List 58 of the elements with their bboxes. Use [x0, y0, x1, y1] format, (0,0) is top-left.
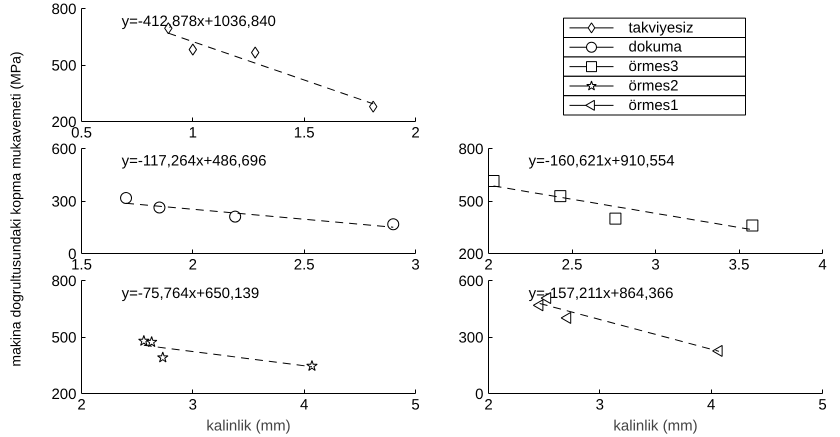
point	[138, 334, 150, 346]
annotation: y=-157,211x+864,366	[528, 285, 674, 302]
x-tick-label: 5	[818, 396, 827, 414]
x-tick-label: 3	[651, 256, 660, 274]
x-tick-label: 2	[188, 256, 198, 274]
x-tick-label: 3.5	[728, 256, 750, 274]
point	[554, 190, 566, 202]
x-tick-label: 4	[706, 396, 716, 414]
point	[120, 192, 132, 204]
point	[157, 352, 169, 362]
x-axis-title: kalinlik (mm)	[613, 418, 698, 434]
x-tick-label: 4	[818, 256, 827, 274]
text: örmes2	[628, 77, 679, 94]
x-tick-label: 3	[596, 396, 604, 414]
x-tick-label: 3	[411, 256, 420, 274]
x-tick-label: 4	[300, 396, 308, 414]
y-tick-label: 800	[51, 273, 77, 290]
y-tick-label: 600	[51, 141, 77, 158]
point	[306, 360, 318, 371]
y-tick-label: 500	[51, 58, 77, 74]
y-tick-label: 0	[475, 386, 484, 403]
point	[153, 201, 166, 214]
x-tick-label: 2	[484, 256, 493, 274]
y-tick-label: 300	[458, 330, 484, 346]
y-tick-label: 300	[51, 194, 77, 210]
x-tick-label: 1.5	[294, 124, 315, 142]
y-tick-label: 800	[51, 1, 77, 18]
point	[146, 336, 158, 348]
point	[387, 218, 400, 230]
y-tick-label: 800	[458, 141, 484, 158]
legend-label: dokuma	[628, 38, 683, 56]
x-tick-label: 2.5	[562, 256, 582, 274]
y-tick-label: 500	[458, 194, 484, 210]
annotation: y=-160,621x+910,554	[528, 152, 675, 170]
point	[609, 212, 622, 225]
x-tick-label: 5	[411, 396, 420, 414]
y-tick-label: 500	[51, 330, 77, 346]
point	[229, 210, 242, 223]
x-tick-label: 1	[188, 124, 198, 142]
legend-label: takviyesiz	[628, 19, 694, 36]
annotation: y=-75,764x+650,139	[122, 285, 260, 302]
annotation: y=-412,878x+1036,840	[122, 13, 276, 30]
x-tick-label: 2	[411, 124, 420, 142]
annotation: y=-117,264x+486,696	[122, 152, 266, 170]
legend-label: örmes1	[628, 96, 679, 114]
point	[746, 220, 758, 232]
x-axis-title: kalinlik (mm)	[206, 418, 291, 434]
x-tick-label: 2.5	[294, 256, 315, 274]
x-tick-label: 2	[77, 396, 86, 414]
y-tick-label: 200	[51, 386, 77, 403]
y-tick-label: 200	[458, 246, 484, 263]
y-tick-label: 600	[458, 273, 484, 290]
point	[560, 312, 572, 324]
x-tick-label: 3	[188, 396, 198, 414]
y-axis-title: makina dogrultusundaki kopma mukavemeti (MPa)	[8, 51, 24, 367]
point	[712, 344, 723, 357]
x-tick-label: 2	[484, 396, 493, 414]
text: örmes3	[628, 58, 679, 76]
